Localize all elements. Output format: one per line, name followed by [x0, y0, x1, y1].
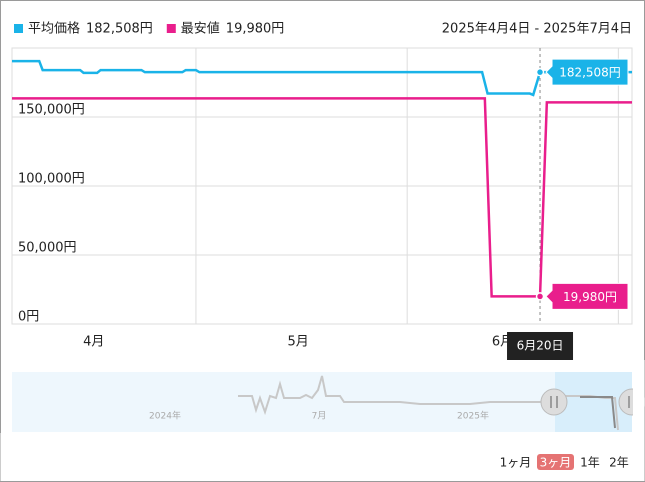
callout-box [545, 282, 629, 310]
x-tick-label: 5月 [288, 335, 309, 350]
range-buttons: 2年 1年 3ヶ月 1ヶ月 [500, 454, 629, 470]
navigator-line-selected [580, 396, 616, 429]
y-tick-label: 150,000円 [18, 103, 85, 118]
legend-swatch [14, 24, 23, 33]
legend-swatch [166, 24, 176, 33]
y-tick-label: 100,000円 [18, 172, 85, 187]
hover-marker [535, 292, 545, 301]
navigator-handle[interactable] [540, 388, 568, 416]
range-button[interactable]: 3ヶ月 [540, 456, 572, 470]
x-tick-label: 4月 [83, 335, 104, 350]
range-button[interactable]: 2年 [609, 456, 629, 470]
series-line [12, 97, 632, 298]
range-button[interactable]: 1年 [580, 456, 600, 470]
tooltip-box [507, 332, 574, 360]
hover-marker [535, 67, 545, 77]
range-button[interactable]: 1ヶ月 [500, 456, 532, 470]
y-tick-label: 50,000円 [18, 241, 77, 256]
callout-box [545, 58, 629, 86]
legend-name: 平均価格 [28, 21, 80, 37]
series-line [12, 59, 632, 97]
navigator-label: 7月 [312, 411, 327, 422]
cover [633, 360, 645, 440]
range-button-bg [537, 454, 574, 470]
callout-label: 19,980円 [563, 290, 617, 304]
date-range: 2025年4月4日 - 2025年7月4日 [442, 22, 632, 37]
legend-value: 182,508円 [86, 22, 153, 37]
legend-value: 19,980円 [226, 22, 285, 37]
legend-name: 最安値 [181, 21, 220, 37]
y-tick-label: 0円 [18, 310, 39, 325]
navigator-label: 2025年 [457, 410, 489, 422]
navigator-label: 2024年 [149, 410, 181, 422]
callout-label: 182,508円 [559, 66, 621, 80]
tooltip-label: 6月20日 [517, 339, 564, 353]
